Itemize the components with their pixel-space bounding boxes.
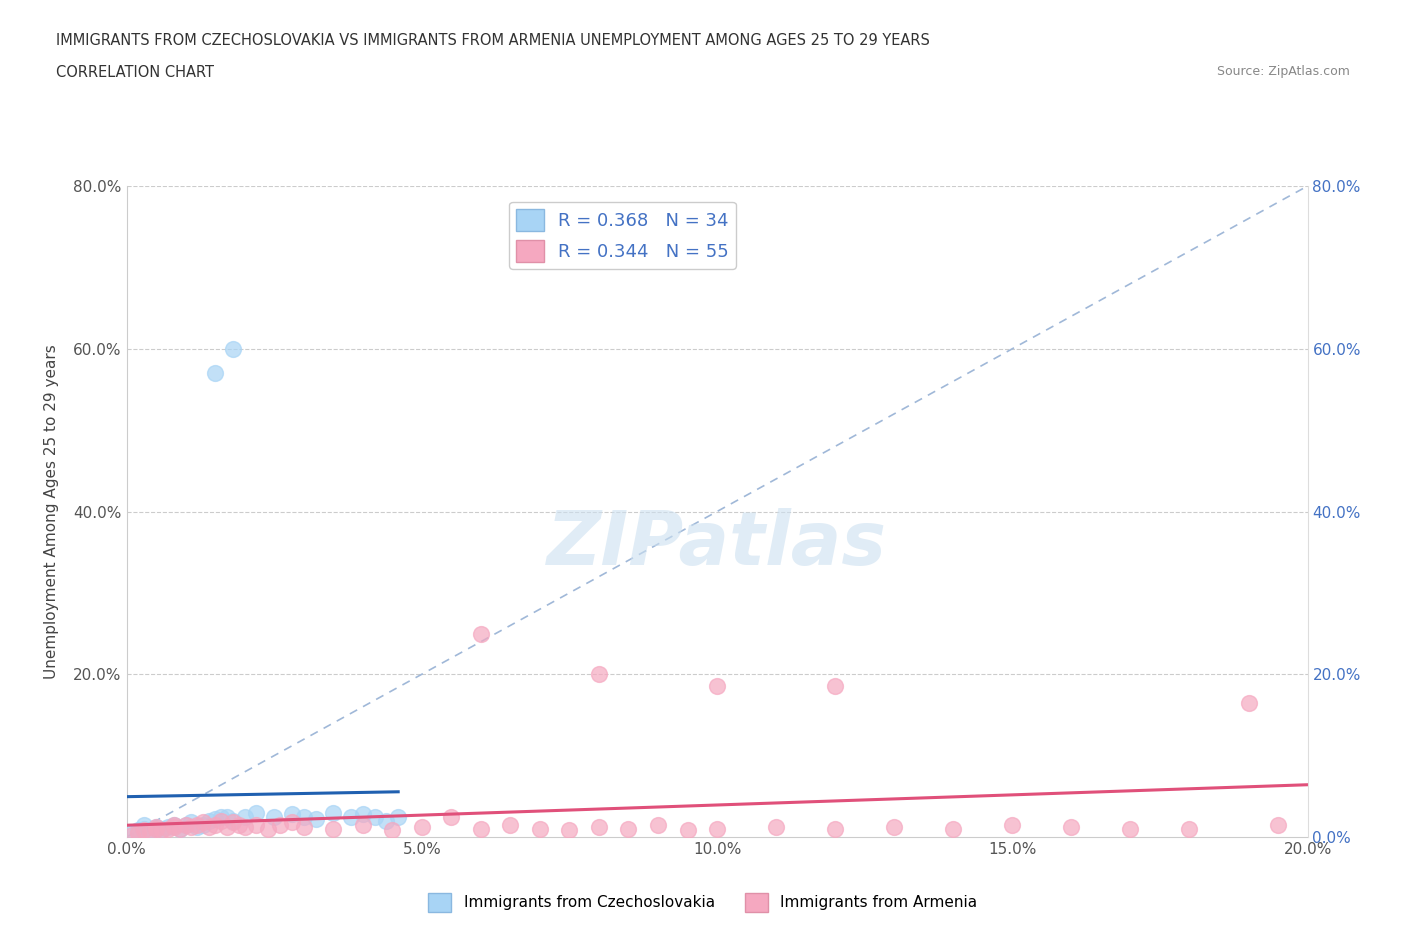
Point xyxy=(352,817,374,832)
Point xyxy=(292,809,315,824)
Point xyxy=(163,820,186,835)
Point xyxy=(529,821,551,836)
Point xyxy=(440,809,463,824)
Point xyxy=(322,805,344,820)
Point xyxy=(209,813,232,829)
Point xyxy=(193,817,215,832)
Point xyxy=(174,817,197,832)
Point xyxy=(134,823,156,838)
Text: IMMIGRANTS FROM CZECHOSLOVAKIA VS IMMIGRANTS FROM ARMENIA UNEMPLOYMENT AMONG AGE: IMMIGRANTS FROM CZECHOSLOVAKIA VS IMMIGR… xyxy=(56,33,931,47)
Point xyxy=(204,365,226,380)
Point xyxy=(198,820,221,835)
Point xyxy=(1001,817,1024,832)
Point xyxy=(304,812,326,827)
Point xyxy=(186,820,208,835)
Point xyxy=(411,820,433,835)
Point xyxy=(676,823,699,838)
Point xyxy=(824,679,846,694)
Point xyxy=(174,817,197,832)
Point xyxy=(245,817,267,832)
Text: ZIPatlas: ZIPatlas xyxy=(547,508,887,580)
Point xyxy=(198,813,221,829)
Point xyxy=(340,809,363,824)
Point xyxy=(233,820,256,835)
Point xyxy=(292,820,315,835)
Point xyxy=(269,817,291,832)
Point xyxy=(470,626,492,641)
Point xyxy=(617,821,640,836)
Point xyxy=(163,817,186,832)
Point xyxy=(222,341,245,356)
Legend: Immigrants from Czechoslovakia, Immigrants from Armenia: Immigrants from Czechoslovakia, Immigran… xyxy=(422,887,984,918)
Point xyxy=(470,821,492,836)
Point xyxy=(588,820,610,835)
Point xyxy=(281,807,304,822)
Point xyxy=(121,826,143,841)
Text: CORRELATION CHART: CORRELATION CHART xyxy=(56,65,214,80)
Point xyxy=(127,826,149,841)
Point xyxy=(1060,820,1083,835)
Point xyxy=(352,807,374,822)
Point xyxy=(145,821,167,836)
Point xyxy=(883,820,905,835)
Point xyxy=(156,821,179,836)
Point xyxy=(233,809,256,824)
Point xyxy=(204,817,226,832)
Point xyxy=(588,667,610,682)
Point xyxy=(215,809,238,824)
Point xyxy=(215,820,238,835)
Point xyxy=(1267,817,1289,832)
Point xyxy=(942,821,965,836)
Point xyxy=(706,821,728,836)
Point xyxy=(257,821,280,836)
Point xyxy=(322,821,344,836)
Point xyxy=(281,815,304,830)
Point xyxy=(150,821,173,836)
Point xyxy=(245,805,267,820)
Point xyxy=(180,820,202,835)
Point xyxy=(134,821,156,836)
Y-axis label: Unemployment Among Ages 25 to 29 years: Unemployment Among Ages 25 to 29 years xyxy=(45,344,59,679)
Point xyxy=(150,823,173,838)
Point xyxy=(209,809,232,824)
Point xyxy=(204,812,226,827)
Point xyxy=(163,817,186,832)
Point xyxy=(139,825,162,840)
Point xyxy=(169,821,191,836)
Point xyxy=(222,813,245,829)
Point xyxy=(824,821,846,836)
Point xyxy=(134,817,156,832)
Point xyxy=(765,820,787,835)
Point xyxy=(180,815,202,830)
Point xyxy=(121,827,143,842)
Point xyxy=(145,820,167,835)
Point xyxy=(222,815,245,830)
Point xyxy=(375,813,398,829)
Point xyxy=(145,820,167,835)
Point xyxy=(558,823,581,838)
Point xyxy=(156,820,179,835)
Point xyxy=(169,821,191,836)
Point xyxy=(1119,821,1142,836)
Point xyxy=(1178,821,1201,836)
Point xyxy=(139,823,162,838)
Point xyxy=(499,817,522,832)
Point xyxy=(263,809,285,824)
Point xyxy=(647,817,669,832)
Text: Source: ZipAtlas.com: Source: ZipAtlas.com xyxy=(1216,65,1350,78)
Point xyxy=(193,815,215,830)
Point xyxy=(706,679,728,694)
Point xyxy=(186,817,208,832)
Point xyxy=(387,809,409,824)
Point xyxy=(1237,696,1260,711)
Point xyxy=(127,823,149,838)
Point xyxy=(363,809,385,824)
Point xyxy=(381,823,404,838)
Point xyxy=(145,821,167,836)
Point xyxy=(228,817,250,832)
Legend: R = 0.368   N = 34, R = 0.344   N = 55: R = 0.368 N = 34, R = 0.344 N = 55 xyxy=(509,202,735,269)
